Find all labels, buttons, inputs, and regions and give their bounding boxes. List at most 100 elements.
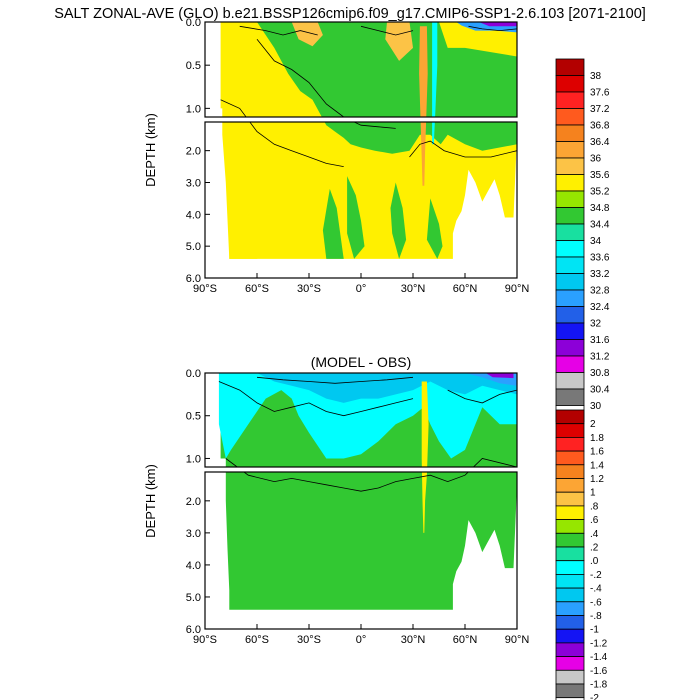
deep-finger [390,182,407,259]
colorbar-swatch [555,339,585,357]
y-axis-label: DEPTH (km) [143,464,158,538]
plot-frame-upper [204,372,518,468]
colorbar-swatch [555,505,585,520]
colorbar-label: -.6 [590,597,602,608]
colorbar-swatch [555,157,585,175]
colorbar-swatch [555,560,585,575]
negative-region [218,373,517,459]
positive-core [421,381,429,533]
colorbar-swatch [555,683,585,699]
colorbar-label: 34.8 [590,203,610,214]
axis-break [204,117,518,122]
colorbar-swatch [555,532,585,548]
x-tick-label: 60°N [453,634,478,646]
colorbar-swatch [555,574,585,589]
deep-finger [426,198,443,259]
colorbar-label: 1.2 [590,474,604,485]
colorbar-swatch [555,355,585,373]
colorbar-swatch [555,587,585,603]
colorbar-swatch [555,256,585,274]
colorbar-swatch [555,601,585,616]
contour-line [218,381,414,417]
plot-frame-upper [204,21,518,118]
colorbar-label: 1.4 [590,460,604,471]
colorbar-label: 32 [590,319,602,330]
difference-panel: 90°S 60°S 30°S 0° 30°N 60°N 90°N0.00.51.02.03.… [143,354,608,700]
colorbar-label: 37.2 [590,104,610,115]
y-axis-label: DEPTH (km) [143,113,158,187]
colorbar-label: 30.4 [590,385,610,396]
figure-title: SALT ZONAL-AVE (GLO) b.e21.BSSP126cmip6.… [54,6,646,22]
colorbar-swatch [555,478,585,493]
x-tick-label: 0° [356,634,367,646]
y-tick-label: 0.5 [186,60,201,72]
colorbar-label: 33.6 [590,253,610,264]
colorbar: 38 37.6 37.2 36.8 36.4 36 35.6 35.2 34.8 34.4 34 33… [555,58,610,423]
colorbar-swatch [555,124,585,142]
colorbar-label: 34.4 [590,220,610,231]
y-tick-label: 5.0 [186,241,201,253]
colorbar-swatch [555,615,585,630]
colorbar-swatch [555,656,585,671]
colorbar-label: -.2 [590,570,602,581]
colorbar-swatch [555,207,585,225]
colorbar-label: 1 [590,488,596,499]
colorbar-swatch [555,450,585,466]
colorbar-label: -1 [590,625,599,636]
y-tick-label: 3.0 [186,528,201,540]
colorbar-label: 2 [590,419,596,430]
colorbar-label: 38 [590,71,602,82]
y-tick-label: 2.0 [186,146,201,158]
colorbar-swatch [555,519,585,534]
x-tick-label: 60°N [453,283,478,295]
y-tick-label: 1.0 [186,103,201,115]
x-tick-label: 60°S [245,634,269,646]
colorbar-swatch [555,697,585,700]
colorbar-swatch [555,91,585,109]
colorbar-label: 1.6 [590,447,604,458]
colorbar-label: -.4 [590,584,602,595]
x-tick-label: 90°S [193,634,217,646]
x-tick-label: 90°N [505,283,530,295]
axis-break [204,467,518,472]
x-tick-label: 90°N [505,634,530,646]
x-tick-label: 0° [356,283,367,295]
contour-line [447,389,517,404]
colorbar-label: 36.8 [590,121,610,132]
x-tick-label: 90°S [193,283,217,295]
colorbar-swatch [555,174,585,192]
colorbar-label: .8 [590,501,599,512]
colorbar-label: 34 [590,236,602,247]
y-tick-label: 0.0 [186,368,201,380]
colorbar-label: 1.8 [590,433,604,444]
colorbar-label: -.8 [590,611,602,622]
y-tick-label: 6.0 [186,624,201,636]
colorbar-label: 36 [590,154,602,165]
y-tick-label: 2.0 [186,496,201,508]
arctic-core [478,22,517,27]
colorbar-label: .6 [590,515,599,526]
y-tick-label: 5.0 [186,592,201,604]
colorbar-label: 35.2 [590,187,610,198]
colorbar-label: .2 [590,543,599,554]
colorbar-swatch [555,436,585,452]
colorbar-label: 32.8 [590,286,610,297]
deep-finger [322,188,344,259]
contour-line [220,99,344,167]
y-tick-label: 0.5 [186,411,201,423]
colorbar-swatch [555,108,585,126]
y-tick-label: 3.0 [186,177,201,189]
colorbar-swatch [555,273,585,291]
colorbar-label: 32.4 [590,302,610,313]
contour-line [256,376,414,384]
x-tick-label: 30°S [297,634,321,646]
contour-line [239,25,318,36]
colorbar-swatch [555,190,585,208]
colorbar-swatch [555,322,585,340]
y-tick-label: 1.0 [186,453,201,465]
colorbar-swatch [555,546,585,562]
colorbar-swatch [555,58,585,76]
colorbar-label: 30.8 [590,368,610,379]
contour-line [225,458,517,492]
